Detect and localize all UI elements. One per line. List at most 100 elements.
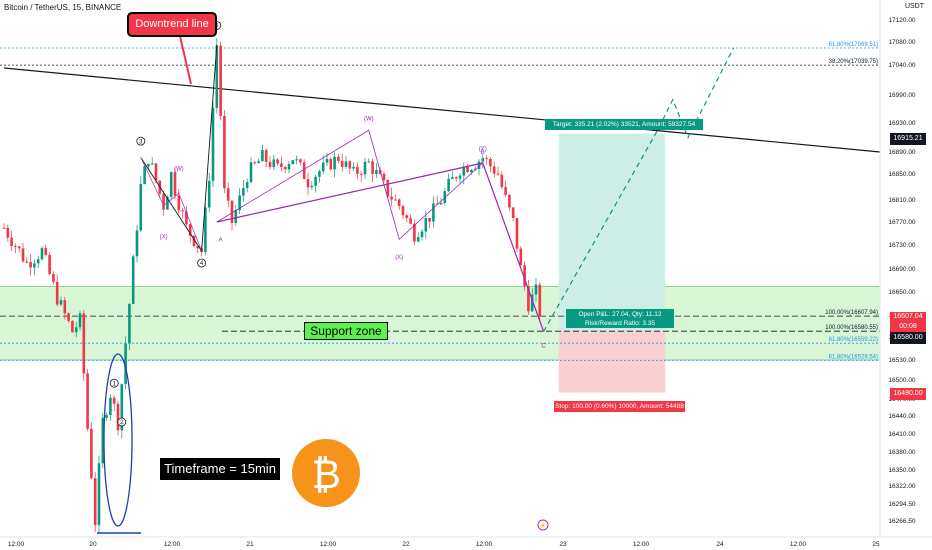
wave-label-circle (197, 258, 207, 268)
x-tick-label: 12:00 (8, 541, 25, 548)
candle-body (223, 115, 226, 189)
stop-price-tag: 16480.00 (890, 388, 926, 400)
candle-body (29, 261, 32, 268)
candle-body (71, 320, 74, 333)
candle-body (59, 300, 63, 305)
candle-body (253, 162, 257, 164)
y-tick-label: 16322.00 (888, 483, 915, 490)
y-tick-label: 17080.00 (888, 39, 915, 46)
y-tick-label: 16350.00 (888, 467, 915, 474)
candle-body (211, 107, 215, 181)
label-fib-100-entry: 100.00%(16607.94) (825, 310, 878, 316)
candle-body (302, 162, 306, 180)
candle-body (192, 235, 196, 247)
candle-body (359, 173, 363, 175)
downtrend-line (3, 67, 881, 153)
entry-price-tag: 16607.04 00:08 (890, 312, 926, 332)
candle-body (367, 161, 371, 163)
candle-body (36, 259, 40, 264)
candle-body (154, 163, 158, 181)
candle-body (329, 158, 333, 170)
candle-body (508, 194, 511, 208)
candle-body (424, 217, 428, 232)
support-zone (0, 286, 880, 360)
candle-body (143, 166, 146, 185)
candle-body (416, 237, 420, 242)
candle-body (348, 161, 352, 169)
candle-body (196, 246, 200, 249)
y-tick-label: 16810.00 (888, 197, 915, 204)
candle-body (306, 179, 310, 188)
current-price-tag: 16915.21 (890, 133, 926, 145)
candle-body (124, 343, 127, 385)
candle-body (105, 415, 108, 418)
y-tick-label: 16440.00 (888, 413, 915, 420)
candle-body (458, 175, 462, 179)
candle-body (17, 246, 21, 249)
candle-body (413, 223, 416, 242)
entry-rr-text: Risk/Reward Ratio: 3.35 (584, 320, 656, 327)
candle-body (147, 163, 150, 167)
candle-body (394, 199, 397, 201)
candle-body (44, 248, 48, 255)
candle-body (280, 163, 283, 168)
x-tick-label: 12:00 (164, 541, 181, 548)
callout-pointer (179, 35, 192, 85)
wave-label: B (481, 150, 485, 156)
bitcoin-logo (292, 439, 360, 507)
y-tick-label: 16500.00 (888, 377, 915, 384)
wave-label: 3 (139, 139, 143, 145)
candle-body (116, 403, 120, 431)
y-tick-label: 16690.00 (888, 266, 915, 273)
candle-body (375, 170, 378, 175)
candle-body (397, 199, 401, 207)
candle-body (477, 161, 481, 169)
candle-body (55, 281, 59, 305)
candle-body (519, 248, 523, 266)
candle-body (272, 159, 276, 168)
wave-label: 4 (200, 261, 204, 267)
candle-body (215, 45, 219, 108)
entry-price-value: 16607.04 (893, 313, 923, 320)
candle-body (109, 397, 112, 416)
entry-pnl-text: Open P&L: 27.04, Qty: 11.12 (578, 311, 662, 318)
candle-body (337, 156, 340, 161)
bitcoin-symbol: ₿ (311, 453, 341, 497)
candle-body (325, 158, 329, 163)
candle-body (181, 210, 184, 212)
downtrend-callout: Downtrend line (127, 12, 217, 37)
candle-body (527, 286, 530, 312)
candle-body (500, 174, 504, 188)
wave-label: C (541, 344, 546, 350)
candle-body (420, 231, 424, 238)
candle-body (131, 256, 135, 304)
x-tick-label: 12:00 (476, 541, 493, 548)
candle-body (470, 169, 473, 173)
candle-body (276, 159, 279, 164)
stop-zone (558, 331, 666, 393)
candle-body (230, 200, 234, 223)
stop-label: Stop: 100.00 (0.60%) 10000, Amount: 5448… (554, 401, 685, 412)
candle-body (492, 166, 496, 174)
candle-body (489, 158, 492, 167)
candle-body (443, 191, 447, 203)
label-fib-61.8-upper: 61.80%(17069.51) (829, 42, 878, 48)
candle-body (177, 195, 181, 211)
candle-body (78, 313, 82, 328)
x-tick-label: 22 (402, 541, 410, 548)
candle-body (74, 327, 78, 333)
y-tick-label: 16380.00 (888, 449, 915, 456)
candle-body (14, 246, 17, 248)
wave-label: (X) (160, 234, 168, 240)
wave-label-circle (136, 136, 146, 146)
candle-body (261, 149, 264, 162)
wave-label: 5 (215, 24, 219, 30)
timeframe-label: Timeframe = 15min (160, 458, 280, 480)
candle-body (504, 187, 507, 195)
label-fib-38.2: 38.20%(17039.75) (829, 59, 878, 65)
candle-body (333, 156, 336, 170)
candle-body (534, 284, 538, 295)
candle-body (139, 184, 143, 231)
candle-body (207, 180, 211, 208)
